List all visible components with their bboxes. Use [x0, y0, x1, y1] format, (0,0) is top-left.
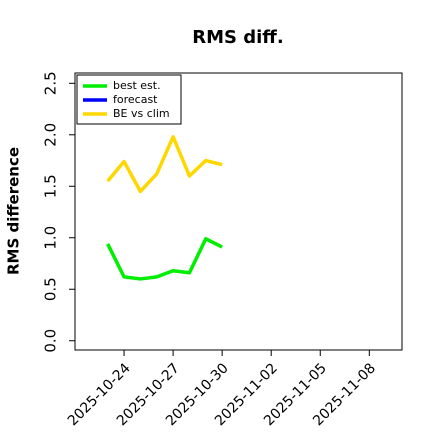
chart-title: RMS diff. [192, 27, 283, 48]
plot-frame [74, 72, 403, 351]
y-tick-label: 0.5 [42, 277, 60, 301]
y-axis-label: RMS difference [5, 147, 23, 275]
series-line [106, 237, 223, 281]
y-tick-label: 2.5 [42, 71, 60, 95]
y-tick-label: 1.0 [42, 226, 60, 250]
legend-label: best est. [113, 79, 161, 92]
y-tick-label: 1.5 [42, 174, 60, 198]
legend-label: forecast [113, 93, 158, 106]
y-tick-label: 2.0 [42, 123, 60, 147]
legend-label: BE vs clim [113, 107, 170, 120]
series-line [106, 135, 223, 194]
y-tick-label: 0.0 [42, 329, 60, 353]
